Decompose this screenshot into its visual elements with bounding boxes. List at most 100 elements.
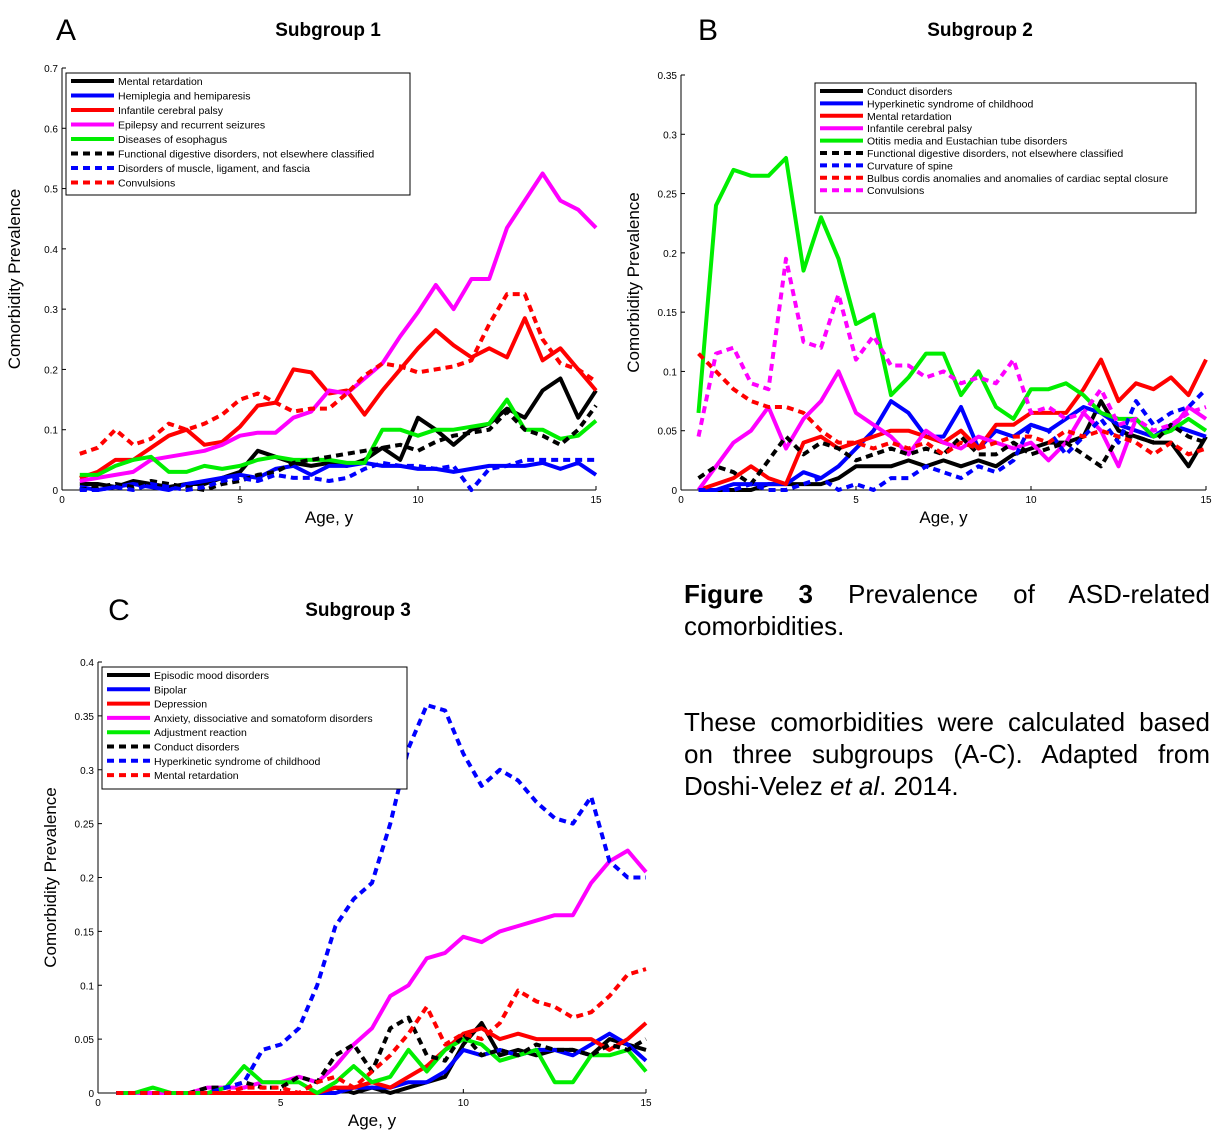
legend-box [65,72,411,196]
series-line-6 [116,1015,648,1095]
legend-label: Bulbus cordis anomalies and anomalies of… [867,173,1168,185]
y-tick-label: 0.15 [658,308,678,319]
legend-label: Infantile cerebral palsy [118,105,224,117]
y-tick-label: 0.2 [80,874,94,885]
series-line-8 [79,292,598,456]
x-axis-label: Age, y [919,508,968,527]
y-tick-label: 0.6 [44,124,58,135]
series-line-7 [79,457,596,492]
legend-label: Hyperkinetic syndrome of childhood [154,756,320,768]
series-line-5 [696,156,1208,439]
legend-label: Curvature of spine [867,160,953,172]
figure-caption: Figure 3 Prevalence of ASD-related comor… [684,578,1210,802]
chart-title: Subgroup 1 [275,20,381,41]
legend-label: Mental retardation [154,770,239,782]
y-tick-label: 0.1 [80,981,94,992]
series-line-5 [79,397,598,477]
panel-letter: B [698,14,718,47]
y-tick-label: 0.5 [44,185,58,196]
y-tick-label: 0.3 [44,305,58,316]
y-axis-label: Comorbidity Prevalence [624,192,643,372]
y-tick-label: 0.15 [75,927,95,938]
panel-letter: A [56,14,76,47]
caption-figure-label: Figure 3 [684,579,813,609]
legend-label: Mental retardation [118,76,203,88]
legend-box [101,666,408,790]
series-line-6 [697,422,1207,487]
series-line-9 [696,256,1207,438]
caption-body-text: These comorbidities were calculated base… [684,707,1210,801]
legend-label: Epilepsy and recurrent seizures [118,120,265,132]
series-line-6 [79,404,598,492]
y-axis-label: Comorbidity Prevalence [41,787,60,967]
x-tick-label: 5 [853,495,859,506]
series-line-4 [116,848,648,1095]
y-tick-label: 0 [671,486,677,497]
legend-label: Mental retardation [867,111,952,123]
series-line-8 [116,967,647,1095]
x-tick-label: 15 [640,1098,652,1109]
legend-label: Bipolar [154,684,187,696]
y-tick-label: 0 [52,486,58,497]
legend-label: Convulsions [867,185,924,197]
series-line-1 [79,376,598,489]
y-tick-label: 0.4 [80,658,94,669]
series-line-8 [697,352,1207,457]
y-tick-label: 0.25 [658,190,678,201]
caption-title-line: Figure 3 Prevalence of ASD-related comor… [684,578,1210,642]
x-tick-label: 0 [678,495,684,506]
legend-label: Depression [154,699,207,711]
chart-title: Subgroup 3 [305,600,411,621]
legend-label: Functional digestive disorders, not else… [867,148,1123,160]
y-tick-label: 0 [88,1089,94,1100]
y-tick-label: 0.35 [75,712,95,723]
x-axis-label: Age, y [305,508,354,527]
legend-label: Hyperkinetic syndrome of childhood [867,98,1033,110]
y-tick-label: 0.05 [658,427,678,438]
panel-b: B Subgroup 2 0 5 10 15 0 0.05 0.1 0.15 0.2 0.25 0.3 0… [624,14,1212,527]
y-tick-label: 0.25 [75,820,95,831]
chart-title: Subgroup 2 [927,20,1033,41]
series-line-3 [697,357,1208,492]
x-tick-label: 15 [1200,495,1212,506]
caption-body-italic: et al [829,771,880,801]
legend-label: Anxiety, dissociative and somatoform dis… [154,713,373,725]
x-tick-label: 15 [590,495,602,506]
y-tick-label: 0.2 [44,365,58,376]
y-tick-label: 0.7 [44,64,58,75]
legend-label: Conduct disorders [154,742,239,754]
legend-label: Episodic mood disorders [154,670,269,682]
panel-letter: C [108,594,130,627]
caption-body: These comorbidities were calculated base… [684,706,1210,802]
legend-label: Diseases of esophagus [118,134,227,146]
panel-c: C Subgroup 3 0 5 10 15 0 0.05 0.1 0.15 0.2 0.25 0.3 0… [41,594,652,1130]
y-tick-label: 0.2 [663,249,677,260]
x-tick-label: 10 [1025,495,1037,506]
legend-box [814,82,1197,214]
legend-label: Infantile cerebral palsy [867,123,973,135]
legend-label: Convulsions [118,178,175,190]
x-tick-label: 5 [278,1098,284,1109]
series-line-7 [698,387,1208,492]
x-axis-label: Age, y [348,1111,397,1130]
x-tick-label: 10 [412,495,424,506]
legend-label: Functional digestive disorders, not else… [118,149,374,161]
caption-body-end: . 2014. [879,771,959,801]
legend-label: Hemiplegia and hemiparesis [118,91,251,103]
y-tick-label: 0.1 [663,367,677,378]
y-tick-label: 0.35 [658,71,678,82]
x-tick-label: 10 [458,1098,470,1109]
legend-label: Otitis media and Eustachian tube disorde… [867,136,1067,148]
x-tick-label: 0 [95,1098,101,1109]
legend-label: Disorders of muscle, ligament, and fasci… [118,163,310,175]
y-tick-label: 0.05 [75,1035,95,1046]
y-tick-label: 0.3 [80,766,94,777]
y-tick-label: 0.3 [663,130,677,141]
x-tick-label: 0 [59,495,65,506]
y-tick-label: 0.4 [44,245,58,256]
panel-a: A Subgroup 1 0 5 10 15 0 0.1 0.2 0.3 0.4 0.5 0.6 0.7 A… [5,14,602,527]
legend-label: Adjustment reaction [154,727,247,739]
legend-label: Conduct disorders [867,86,952,98]
series-line-4 [79,171,598,483]
